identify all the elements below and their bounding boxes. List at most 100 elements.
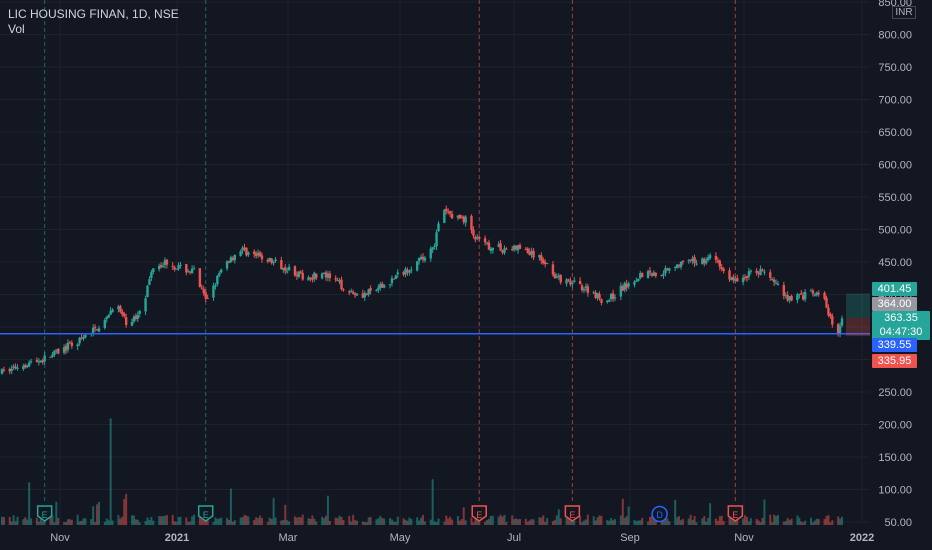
- candle-body: [382, 285, 386, 288]
- candle-body: [76, 344, 79, 347]
- dividend-marker[interactable]: [651, 505, 668, 523]
- symbol-title[interactable]: LIC HOUSING FINAN, 1D, NSE: [8, 7, 179, 21]
- earnings-marker[interactable]: [471, 505, 487, 522]
- candle-body: [311, 277, 314, 280]
- event-marker-label: E: [203, 510, 209, 520]
- candle-body: [173, 267, 176, 270]
- volume-bar: [253, 520, 256, 525]
- candle-body: [204, 292, 207, 299]
- volume-bar: [707, 517, 710, 525]
- volume-bar: [505, 522, 508, 525]
- earnings-marker[interactable]: [727, 505, 744, 522]
- candle-body: [390, 278, 394, 284]
- candle-body: [417, 257, 421, 262]
- volume-bar: [103, 521, 106, 525]
- volume-bar: [218, 518, 221, 525]
- candle-body: [369, 288, 372, 291]
- candle-body: [609, 293, 613, 300]
- candle-body: [770, 278, 774, 280]
- volume-bar: [476, 517, 479, 525]
- volume-bar: [703, 516, 706, 525]
- last-price-value: 363.35: [884, 312, 918, 324]
- candle-body: [171, 265, 174, 267]
- time-axis[interactable]: Nov 2021 Mar May Jul Sep Nov 2022: [50, 532, 874, 544]
- candle-body: [315, 273, 318, 279]
- volume-label[interactable]: Vol: [8, 22, 25, 36]
- candle-body: [569, 280, 572, 285]
- event-marker-label: E: [476, 510, 482, 520]
- volume-bar: [458, 520, 461, 525]
- volume-bar: [130, 515, 133, 525]
- price-tick-label: 250.00: [878, 387, 912, 399]
- candle-body: [487, 242, 491, 250]
- range-box-upper: [846, 293, 870, 318]
- candle-body: [456, 215, 460, 218]
- chart-legend: LIC HOUSING FINAN, 1D, NSE Vol: [8, 7, 179, 37]
- candle-body: [829, 313, 832, 317]
- candle-body: [394, 275, 398, 280]
- candle-body: [528, 252, 531, 255]
- candle-body: [691, 258, 694, 261]
- volume-bar: [309, 519, 312, 525]
- earnings-marker[interactable]: [564, 505, 581, 522]
- volume-bar: [474, 518, 477, 525]
- price-tick-label: 150.00: [878, 452, 912, 464]
- candle-body: [299, 271, 302, 273]
- candle-body: [320, 273, 324, 279]
- candle-body: [763, 271, 766, 273]
- candle-body: [623, 282, 626, 290]
- volume-bar: [245, 515, 248, 525]
- volume-bar: [633, 519, 636, 525]
- high-price-tag: 401.45: [872, 282, 917, 296]
- volume-bar: [179, 516, 182, 525]
- price-tick-label: 600.00: [878, 160, 912, 172]
- candle-body: [681, 260, 685, 262]
- time-tick-label: 2022: [850, 532, 874, 544]
- volume-bar: [528, 520, 531, 525]
- candle-body: [516, 245, 520, 251]
- candle-body: [206, 298, 209, 300]
- candle-body: [179, 264, 182, 266]
- candle-body: [526, 248, 529, 253]
- price-tick-label: 750.00: [878, 62, 912, 74]
- candle-body: [755, 270, 758, 273]
- volume-bar: [390, 519, 393, 525]
- candle-body: [0, 369, 4, 374]
- volume-bar: [231, 521, 234, 525]
- volume-bar: [119, 518, 122, 525]
- candle-body: [497, 244, 500, 247]
- volume-bar: [338, 515, 341, 525]
- candle-body: [254, 253, 258, 256]
- volume-bar: [70, 519, 73, 525]
- candle-body: [565, 279, 568, 284]
- volume-bar: [53, 522, 56, 525]
- volume-bar: [676, 517, 679, 525]
- candle-body: [668, 268, 671, 271]
- currency-label[interactable]: INR: [892, 6, 916, 19]
- candle-body: [429, 248, 432, 259]
- candle-body: [404, 268, 407, 275]
- earnings-marker[interactable]: [197, 505, 214, 522]
- candle-body: [218, 273, 221, 276]
- volume-bar: [722, 521, 725, 525]
- candle-body: [472, 229, 475, 236]
- candle-body: [582, 289, 586, 291]
- volume-bar: [148, 519, 151, 525]
- candle-body: [350, 291, 353, 293]
- candle-body: [340, 279, 343, 290]
- volume-bar: [187, 521, 190, 525]
- earnings-marker[interactable]: [36, 505, 53, 522]
- volume-bar: [297, 516, 300, 525]
- price-axis[interactable]: 850.00 800.00 750.00 700.00 650.00 600.00 550.…: [878, 0, 912, 529]
- volume-bar: [674, 499, 677, 525]
- candle-body: [538, 254, 541, 258]
- volume-bar: [639, 520, 642, 525]
- volume-bar: [775, 516, 778, 525]
- volume-bar: [389, 518, 391, 525]
- volume-bar: [55, 501, 58, 525]
- volume-bar: [660, 520, 663, 525]
- volume-bar: [687, 518, 690, 525]
- volume-bar: [429, 519, 432, 525]
